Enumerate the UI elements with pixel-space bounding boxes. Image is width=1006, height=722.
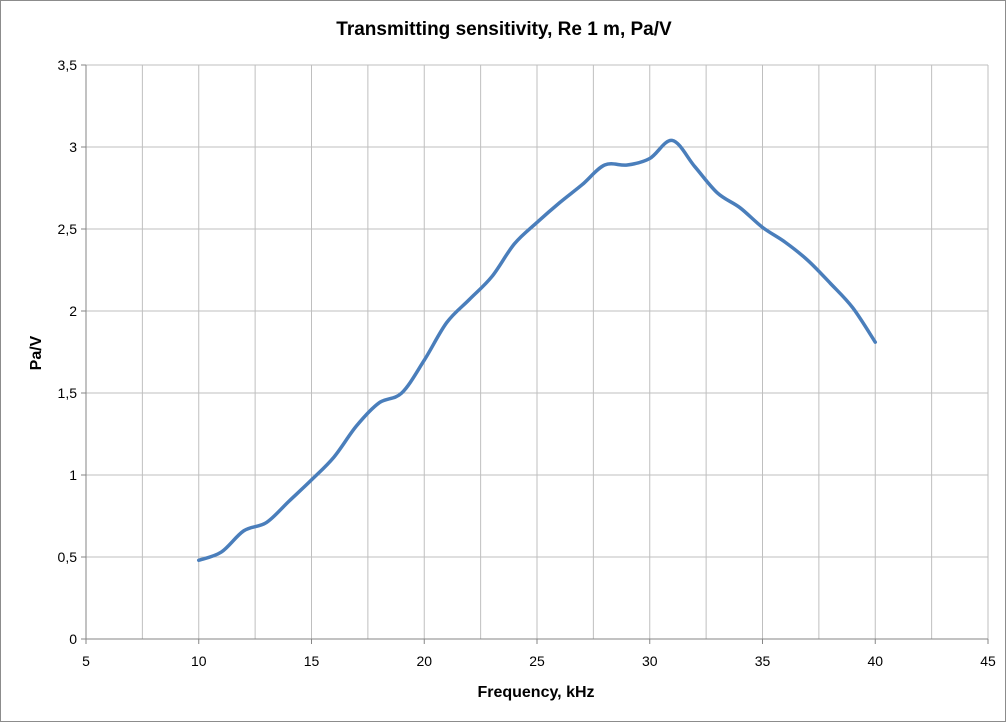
- x-tick-label: 40: [867, 653, 883, 669]
- y-tick-label: 2,5: [58, 221, 78, 237]
- series-line: [197, 138, 877, 563]
- x-tick-label: 10: [191, 653, 207, 669]
- x-tick-label: 35: [755, 653, 771, 669]
- y-tick-label: 1: [69, 467, 77, 483]
- y-tick-label: 3,5: [58, 57, 78, 73]
- y-tick-label: 3: [69, 139, 77, 155]
- ticks: 0 0,5 1 1,5 2 2,5 3 3,5 5 10 15 20 25 30 35 40 45: [58, 57, 996, 669]
- y-tick-label: 2: [69, 303, 77, 319]
- x-tick-label: 25: [529, 653, 545, 669]
- y-tick-label: 1,5: [58, 385, 78, 401]
- grid: [86, 64, 989, 639]
- x-axis-label: Frequency, kHz: [477, 684, 594, 701]
- y-tick-label: 0: [69, 631, 77, 647]
- series: [197, 138, 877, 563]
- x-tick-label: 20: [416, 653, 432, 669]
- y-tick-label: 0,5: [58, 549, 78, 565]
- x-tick-label: 15: [304, 653, 320, 669]
- x-tick-label: 30: [642, 653, 658, 669]
- y-axis-label: Pa/V: [28, 335, 45, 370]
- chart-title: Transmitting sensitivity, Re 1 m, Pa/V: [336, 19, 672, 40]
- x-tick-label: 5: [82, 653, 90, 669]
- x-tick-label: 45: [980, 653, 996, 669]
